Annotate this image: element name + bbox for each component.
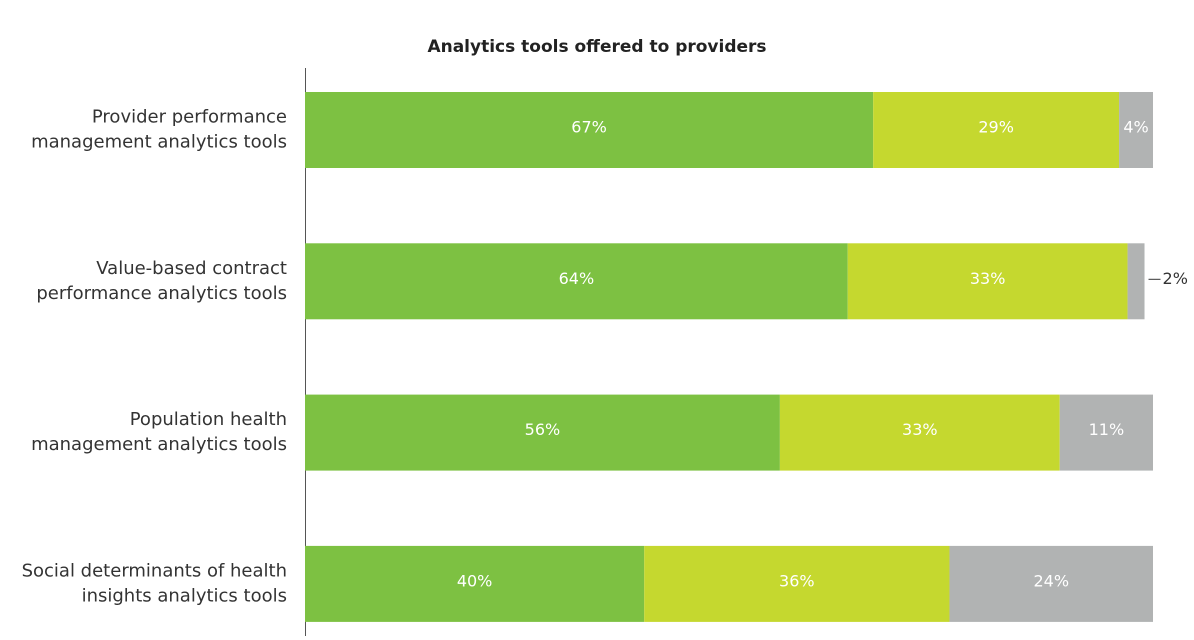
value-label: 33% — [902, 420, 938, 439]
bar-segment — [873, 92, 1120, 168]
category-label: Population health management analytics to… — [31, 409, 287, 455]
value-label: 40% — [457, 571, 493, 590]
bar-segment — [847, 243, 1128, 320]
value-label: 4% — [1123, 118, 1148, 137]
category-label: Provider performance management analytics… — [31, 107, 287, 153]
value-label: 24% — [1033, 571, 1069, 590]
category-label: Value-based contract performance analytic… — [36, 258, 287, 304]
value-label: 11% — [1089, 420, 1125, 439]
bar-segment — [305, 92, 874, 168]
bar-segment — [1127, 243, 1145, 320]
bar-segment — [1119, 92, 1153, 168]
value-label: 36% — [779, 571, 815, 590]
bar-segment — [949, 545, 1153, 622]
value-label: 29% — [978, 118, 1014, 137]
bar-segment — [305, 545, 645, 622]
bar-segment — [305, 243, 848, 320]
value-label: 2% — [1163, 269, 1188, 288]
bar-segment — [1059, 394, 1153, 471]
chart-title: Analytics tools offered to providers — [427, 37, 766, 57]
value-label: 56% — [525, 420, 561, 439]
value-label: 33% — [970, 269, 1006, 288]
value-label: 64% — [559, 269, 595, 288]
bar-segment — [644, 545, 950, 622]
value-label: 67% — [571, 118, 607, 137]
bar-segment — [305, 394, 780, 471]
bar-segment — [779, 394, 1060, 471]
category-label: Social determinants of health insights an… — [22, 560, 287, 606]
